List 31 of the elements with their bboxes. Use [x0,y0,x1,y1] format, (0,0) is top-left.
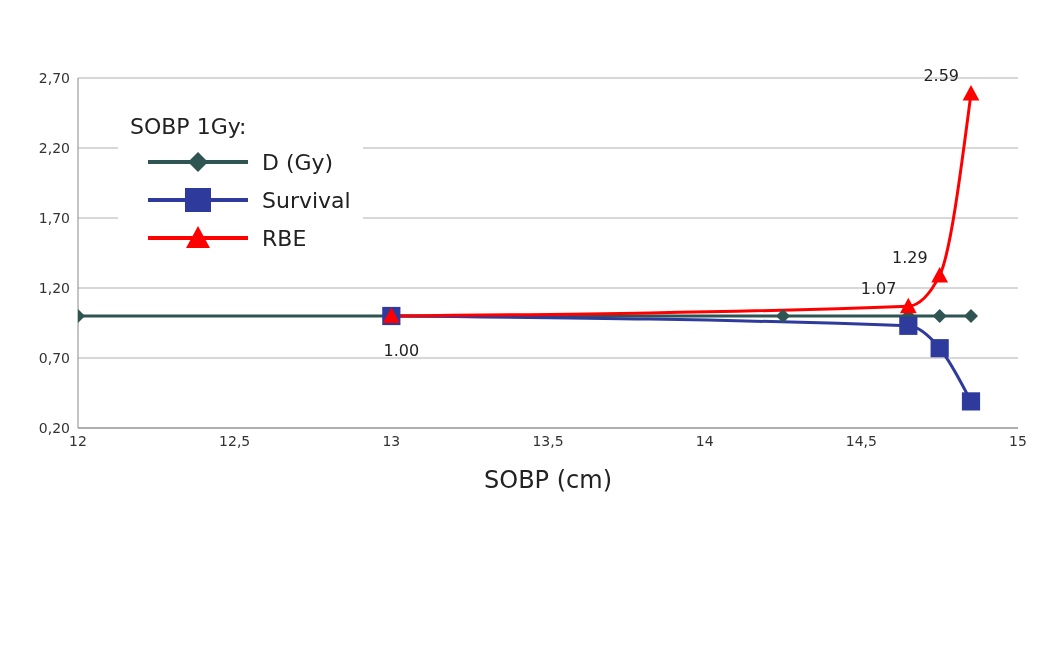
legend-label: Survival [262,187,351,213]
legend-title: SOBP 1Gy: [130,114,248,139]
x-tick-label: 13,5 [532,432,564,449]
legend-label: RBE [262,225,307,251]
y-tick-label: 2,20 [38,139,70,156]
x-tick-label: 12,5 [219,432,251,449]
point [932,309,947,323]
point [961,392,981,411]
legend-label: D (Gy) [262,149,334,175]
y-tick-label: 2,70 [38,69,70,86]
y-tick-label: 0,70 [38,349,70,366]
x-tick-label: 13 [382,432,401,449]
point [962,85,980,101]
data-label: 2.59 [923,66,959,86]
point [899,316,918,335]
data-label: 1.07 [860,279,897,299]
point [931,267,949,283]
point [776,309,790,323]
y-tick-label: 0,20 [38,419,70,436]
data-label: 1.29 [892,248,928,268]
point [964,309,978,323]
x-tick-label: 12 [69,432,87,449]
x-axis-title: SOBP (cm) [484,466,612,494]
y-tick-label: 1,70 [38,209,70,226]
data-label: 1.00 [383,341,420,360]
y-tick-label: 1,20 [38,279,70,296]
point [930,339,949,358]
x-tick-label: 15 [1009,432,1027,449]
x-tick-label: 14 [695,432,714,449]
x-tick-label: 14,5 [845,432,877,449]
point [899,297,917,314]
